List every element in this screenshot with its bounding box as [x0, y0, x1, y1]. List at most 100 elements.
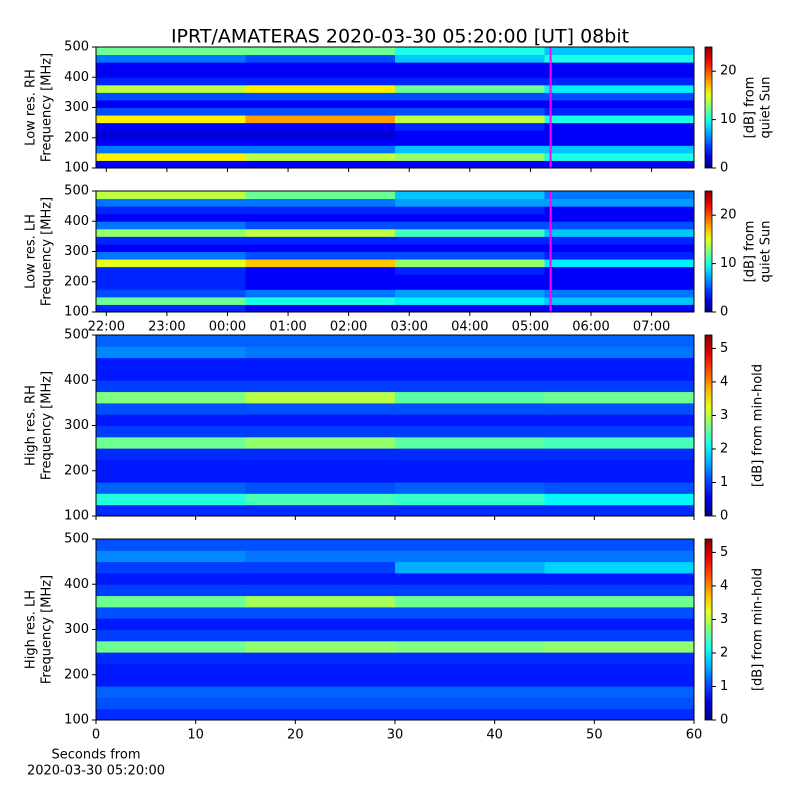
heatmap-cell [395, 572, 545, 585]
heatmap-cell [96, 595, 246, 608]
heatmap-cell [245, 640, 396, 653]
x-tick-label: 0 [92, 728, 100, 743]
x-tick-label: 20 [287, 728, 304, 743]
heatmap-cell [245, 697, 396, 710]
heatmap-cell [544, 572, 695, 585]
heatmap-cell [395, 425, 545, 438]
heatmap-cell [96, 380, 246, 393]
y-tick-label: 400 [64, 214, 89, 229]
heatmap-cell [395, 618, 545, 630]
heatmap-cell [245, 221, 396, 230]
heatmap-cell [395, 236, 545, 245]
heatmap-cell [245, 380, 396, 393]
heatmap-cell [544, 459, 695, 472]
heatmap-cell [544, 54, 695, 63]
heatmap-cell [395, 414, 545, 426]
heatmap-cell [395, 122, 545, 131]
colorbar-label: [dB] from [743, 77, 758, 139]
colorbar-tick-label: 0 [720, 305, 728, 320]
heatmap-cell [96, 145, 246, 154]
heatmap-cell [395, 54, 545, 63]
x-tick-label: 06:00 [572, 320, 609, 335]
heatmap-cell [395, 595, 545, 608]
heatmap-cell [395, 436, 545, 449]
x-tick-label: 04:00 [451, 320, 488, 335]
x-tick-label: 40 [486, 728, 503, 743]
heatmap-cell [544, 470, 695, 483]
heatmap-cell [395, 697, 545, 710]
heatmap-cell [96, 107, 246, 116]
colorbar [704, 190, 713, 313]
heatmap-cell [395, 335, 545, 347]
heatmap-cell [544, 448, 695, 460]
heatmap-cell [544, 289, 695, 298]
heatmap-cell [96, 84, 246, 93]
figure-title: IPRT/AMATERAS 2020-03-30 05:20:00 [UT] 0… [171, 26, 629, 48]
heatmap-cell [395, 99, 545, 108]
heatmap-cell [96, 243, 246, 252]
heatmap-cell [544, 346, 695, 359]
colorbar-label: [dB] from min-hold [751, 568, 766, 691]
colorbar-tick-label: 4 [720, 578, 728, 593]
heatmap-cell [544, 708, 695, 721]
heatmap-cell [395, 115, 545, 124]
heatmap-cell [395, 686, 545, 698]
heatmap-cell [245, 122, 396, 131]
heatmap-cell [544, 425, 695, 438]
heatmap-cell [245, 652, 396, 664]
heatmap-cell [395, 584, 545, 597]
heatmap-cell [245, 266, 396, 275]
y-tick-label: 300 [64, 622, 89, 637]
heatmap-cell [245, 206, 396, 215]
heatmap-cell [395, 296, 545, 305]
heatmap-cell [395, 539, 545, 551]
heatmap-cell [544, 304, 695, 313]
heatmap-cell [96, 47, 246, 56]
heatmap-cell [395, 640, 545, 653]
y-axis-label: Frequency [MHz] [40, 371, 55, 480]
heatmap-cell [544, 391, 695, 404]
y-tick-label: 100 [64, 713, 89, 728]
heatmap-cell [245, 47, 396, 56]
heatmap-cell [395, 470, 545, 483]
heatmap-cell [245, 708, 396, 721]
heatmap-cell [544, 561, 695, 574]
heatmap-cell [544, 274, 695, 283]
heatmap-cell [544, 236, 695, 245]
heatmap-cell [544, 436, 695, 449]
heatmap-cell [96, 606, 246, 619]
heatmap-cell [544, 618, 695, 630]
heatmap-cell [395, 145, 545, 154]
heatmap-cell [395, 289, 545, 298]
x-tick-label: 03:00 [391, 320, 428, 335]
heatmap-cell [395, 663, 545, 676]
x-tick-label: 02:00 [330, 320, 367, 335]
heatmap-cell [245, 572, 396, 585]
heatmap-cell [245, 62, 396, 71]
heatmap-cell [245, 550, 396, 563]
colorbar-label: [dB] from min-hold [751, 364, 766, 487]
y-tick-label: 400 [64, 577, 89, 592]
heatmap-cell [245, 425, 396, 438]
heatmap-cell [245, 228, 396, 237]
heatmap-cell [96, 69, 246, 78]
heatmap-cell [96, 266, 246, 275]
heatmap-cell [544, 550, 695, 563]
heatmap-cell [544, 493, 695, 506]
x-tick-label: 01:00 [269, 320, 306, 335]
heatmap-cell [544, 160, 695, 169]
heatmap-cell [245, 92, 396, 101]
heatmap-cell [245, 304, 396, 313]
heatmap-cell [245, 130, 396, 139]
heatmap-cell [96, 550, 246, 563]
heatmap-cell [544, 539, 695, 551]
colorbar-tick-label: 10 [720, 112, 737, 127]
x-tick-label: 23:00 [148, 320, 185, 335]
heatmap-cell [96, 274, 246, 283]
y-axis-label: Frequency [MHz] [40, 53, 55, 162]
heatmap-cell [544, 296, 695, 305]
x-tick-label: 10 [187, 728, 204, 743]
heatmap-cell [96, 539, 246, 551]
heatmap-cell [245, 470, 396, 483]
heatmap-cell [544, 84, 695, 93]
